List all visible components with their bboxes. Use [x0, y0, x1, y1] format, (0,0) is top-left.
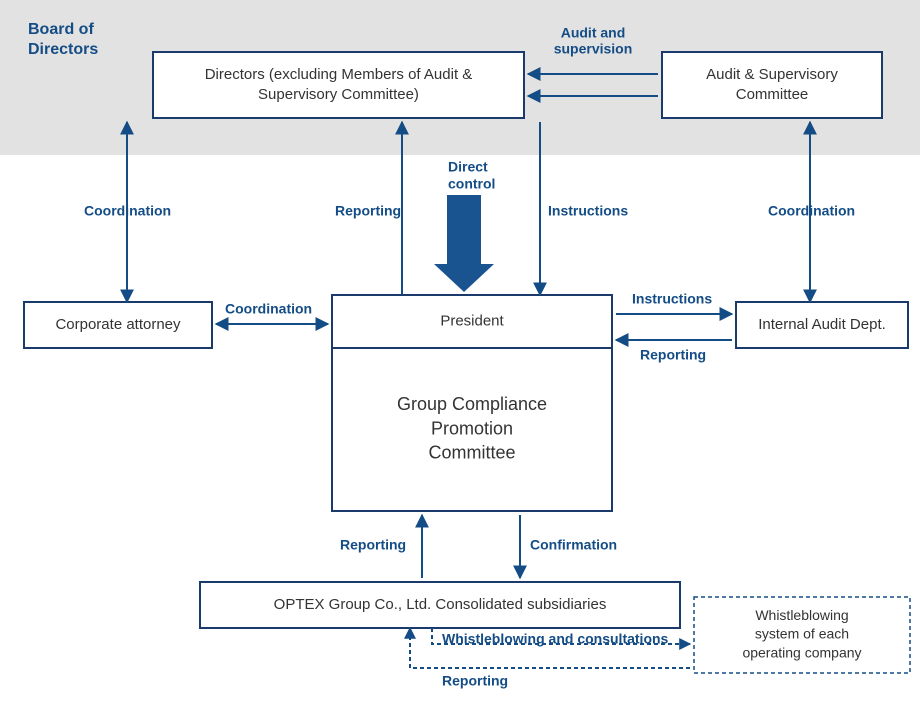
- svg-text:Whistleblowing: Whistleblowing: [755, 607, 848, 623]
- svg-text:President: President: [440, 312, 504, 329]
- svg-text:operating company: operating company: [742, 645, 861, 661]
- svg-text:Directors: Directors: [28, 41, 98, 58]
- directors-box: [153, 52, 524, 118]
- edge-label-confirmation: Confirmation: [530, 537, 617, 553]
- internal_audit-label: Internal Audit Dept.: [758, 316, 886, 333]
- svg-text:Corporate attorney: Corporate attorney: [55, 316, 181, 333]
- svg-text:Committee: Committee: [428, 443, 515, 463]
- edge-label-coord1: Coordination: [84, 203, 171, 219]
- edge-label-direct1: Direct: [448, 159, 488, 175]
- org-diagram: Board of Directors Directors (excluding Me…: [0, 0, 920, 713]
- svg-text:Audit & Supervisory: Audit & Supervisory: [706, 66, 838, 83]
- svg-text:Internal Audit Dept.: Internal Audit Dept.: [758, 316, 886, 333]
- svg-text:Group Compliance: Group Compliance: [397, 394, 547, 414]
- direct-control-arrow: [434, 195, 494, 292]
- svg-text:Directors (excluding Members o: Directors (excluding Members of Audit &: [205, 66, 473, 83]
- svg-text:Board of: Board of: [28, 21, 94, 38]
- svg-text:system of each: system of each: [755, 626, 849, 642]
- edge-label-coord3: Coordination: [225, 301, 312, 317]
- edge-label-instructions2: Instructions: [632, 291, 712, 307]
- svg-text:Committee: Committee: [736, 86, 809, 103]
- edge-label-audit-top: Audit and: [561, 25, 626, 41]
- edge-label-reporting1: Reporting: [335, 203, 401, 219]
- edge-label-reporting3: Reporting: [340, 537, 406, 553]
- svg-text:Supervisory Committee): Supervisory Committee): [258, 86, 419, 103]
- edge-label-audit-bot: supervision: [554, 41, 633, 57]
- audit_committee-box: [662, 52, 882, 118]
- svg-text:OPTEX Group Co., Ltd. Conso: OPTEX Group Co., Ltd. Consolidated subsi…: [274, 596, 607, 613]
- edge-label-reporting2: Reporting: [640, 347, 706, 363]
- optex-label: OPTEX Group Co., Ltd. Consolidated subsi…: [274, 596, 607, 613]
- edge-label-direct2: control: [448, 176, 495, 192]
- edge-label-instructions1: Instructions: [548, 203, 628, 219]
- whistle-label: Whistleblowing system of each operating co…: [742, 607, 861, 661]
- edge-label-reporting4: Reporting: [442, 673, 508, 689]
- edge-label-whistle_cons: Whistleblowing and consultations: [442, 631, 669, 647]
- corp_attorney-label: Corporate attorney: [55, 316, 181, 333]
- svg-text:Promotion: Promotion: [431, 418, 513, 438]
- edge-label-coord2: Coordination: [768, 203, 855, 219]
- president-label: President: [440, 312, 504, 329]
